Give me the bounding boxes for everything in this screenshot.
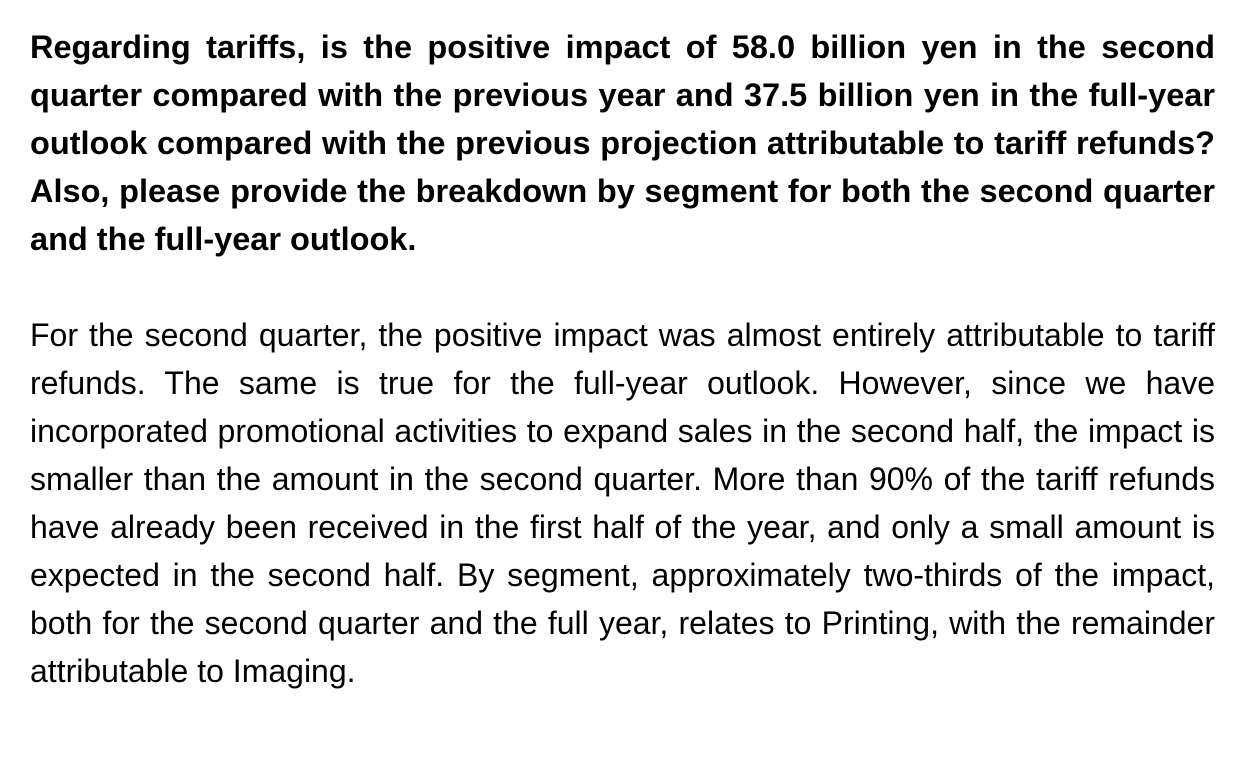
document: Regarding tariffs, is the positive impac… [30,23,1215,695]
question: Regarding tariffs, is the positive impac… [30,29,1215,257]
answer: For the second quarter, the positive imp… [30,317,1215,689]
